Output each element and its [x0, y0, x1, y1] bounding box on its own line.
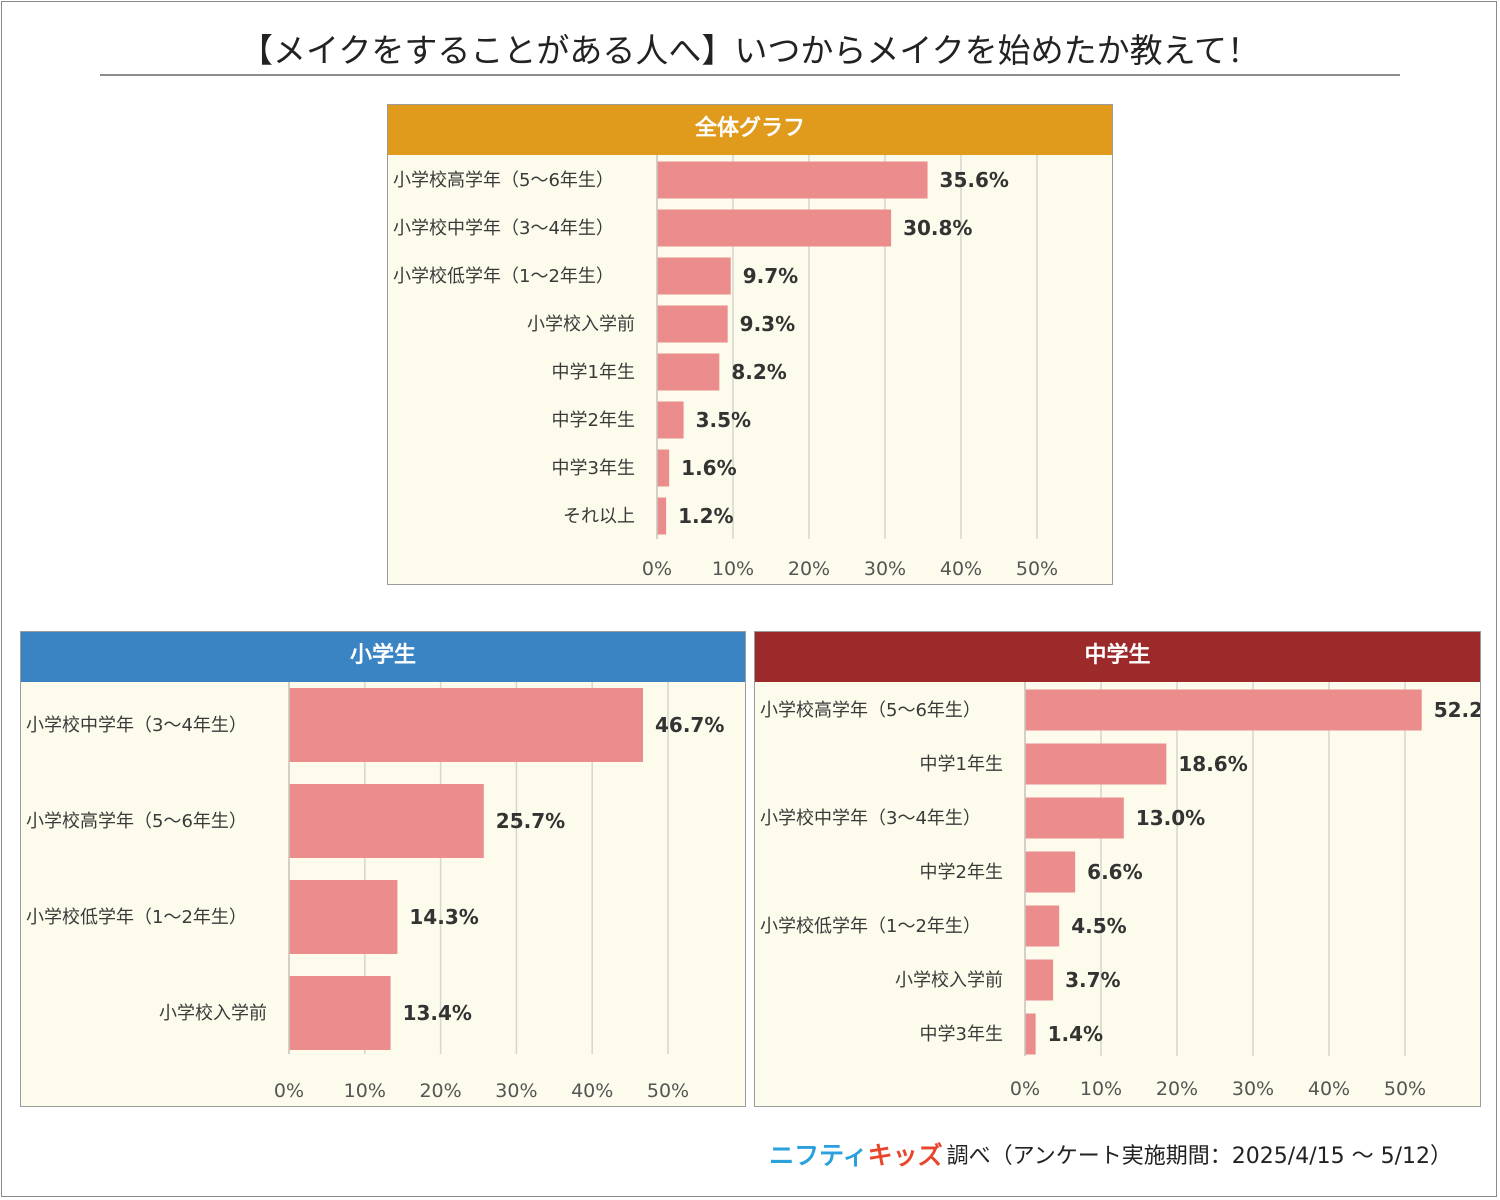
- category-label: 中学1年生: [552, 362, 635, 383]
- x-tick-label: 0%: [1010, 1078, 1040, 1100]
- x-tick-label: 20%: [788, 558, 830, 580]
- junior-high-chart-title: 中学生: [755, 632, 1480, 682]
- bar: [657, 497, 667, 535]
- x-tick-label: 10%: [1080, 1078, 1122, 1100]
- category-label: 小学校高学年（5～6年生）: [393, 170, 614, 191]
- data-label: 9.7%: [743, 264, 798, 288]
- category-label: 小学校入学前: [527, 314, 635, 335]
- bar: [657, 353, 720, 391]
- category-label: 中学2年生: [920, 862, 1003, 883]
- category-label: 中学3年生: [920, 1024, 1003, 1045]
- category-label: 小学校低学年（1～2年生）: [26, 907, 247, 928]
- data-label: 18.6%: [1178, 752, 1247, 776]
- category-label: 小学校中学年（3～4年生）: [760, 808, 981, 829]
- data-label: 46.7%: [655, 713, 724, 737]
- x-tick-label: 0%: [274, 1080, 304, 1102]
- data-label: 6.6%: [1087, 860, 1142, 884]
- category-label: 中学3年生: [552, 458, 635, 479]
- bar: [1025, 959, 1054, 1001]
- x-tick-label: 30%: [864, 558, 906, 580]
- data-label: 3.7%: [1065, 968, 1120, 992]
- data-label: 13.4%: [403, 1001, 472, 1025]
- elementary-chart-panel: 小学生 0% 10% 20% 30% 40% 50% 46.7% 小学校中学年（3～4年生） 2…: [20, 631, 746, 1107]
- data-label: 8.2%: [731, 360, 786, 384]
- bar: [1025, 689, 1422, 731]
- category-label: 小学校入学前: [159, 1003, 267, 1024]
- bar: [289, 688, 643, 762]
- category-label: 小学校中学年（3～4年生）: [393, 218, 614, 239]
- data-label: 14.3%: [409, 905, 478, 929]
- x-tick-label: 10%: [712, 558, 754, 580]
- category-label: 小学校高学年（5～6年生）: [760, 700, 981, 721]
- page-title: 【メイクをすることがある人へ】いつからメイクを始めたか教えて！: [239, 31, 1261, 70]
- bar: [1025, 905, 1060, 947]
- x-tick-label: 40%: [571, 1080, 613, 1102]
- category-label: 中学1年生: [920, 754, 1003, 775]
- bar: [657, 449, 670, 487]
- data-label: 3.5%: [696, 408, 751, 432]
- data-label: 1.2%: [678, 504, 733, 528]
- survey-period-text: 調べ（アンケート実施期間：2025/4/15 ～ 5/12）: [946, 1144, 1452, 1169]
- bar: [1025, 851, 1076, 893]
- category-label: 小学校低学年（1～2年生）: [393, 266, 614, 287]
- junior-high-chart-panel: 中学生 0% 10% 20% 30% 40% 50% 52.2% 小学校高学年（5～6年生） 1…: [754, 631, 1481, 1107]
- bar: [657, 401, 684, 439]
- x-tick-label: 40%: [1308, 1078, 1350, 1100]
- data-label: 30.8%: [903, 216, 972, 240]
- elementary-chart-title: 小学生: [21, 632, 745, 682]
- bar: [289, 784, 484, 858]
- x-tick-label: 50%: [1016, 558, 1058, 580]
- x-tick-label: 0%: [642, 558, 672, 580]
- junior-high-chart-svg: 0% 10% 20% 30% 40% 50% 52.2% 小学校高学年（5～6年生） 18.6%…: [760, 682, 1480, 1100]
- x-tick-label: 50%: [1384, 1078, 1426, 1100]
- footer-credit: ニフティ キッズ 調べ（アンケート実施期間：2025/4/15 ～ 5/12）: [769, 1136, 1452, 1172]
- data-label: 35.6%: [940, 168, 1009, 192]
- overall-chart-svg: 0% 10% 20% 30% 40% 50% 35.6% 小学校高学年（5～6年生） 30.8%…: [393, 155, 1058, 580]
- bar: [657, 257, 731, 295]
- data-label: 13.0%: [1136, 806, 1205, 830]
- x-tick-label: 40%: [940, 558, 982, 580]
- data-label: 9.3%: [740, 312, 795, 336]
- bar: [657, 209, 892, 247]
- title-divider: [100, 74, 1400, 76]
- logo-text-kids: キッズ: [867, 1141, 943, 1170]
- category-label: 小学校入学前: [895, 970, 1003, 991]
- bar: [657, 305, 728, 343]
- bar: [1025, 743, 1167, 785]
- x-tick-label: 50%: [647, 1080, 689, 1102]
- overall-chart-title: 全体グラフ: [388, 105, 1112, 155]
- bar: [1025, 797, 1124, 839]
- x-tick-label: 10%: [344, 1080, 386, 1102]
- elementary-chart-svg: 0% 10% 20% 30% 40% 50% 46.7% 小学校中学年（3～4年生） 25.7%…: [26, 682, 724, 1102]
- data-label: 52.2%: [1434, 698, 1480, 722]
- category-label: それ以上: [563, 506, 635, 527]
- category-label: 小学校中学年（3～4年生）: [26, 715, 247, 736]
- category-label: 小学校高学年（5～6年生）: [26, 811, 247, 832]
- data-label: 4.5%: [1071, 914, 1126, 938]
- data-label: 25.7%: [496, 809, 565, 833]
- bar: [289, 976, 391, 1050]
- overall-chart-panel: 全体グラフ 0% 10% 20% 30% 40% 50% 35.6% 小学校高学年（5～6年生…: [387, 104, 1113, 585]
- bar: [657, 161, 928, 199]
- x-tick-label: 30%: [495, 1080, 537, 1102]
- category-label: 小学校低学年（1～2年生）: [760, 916, 981, 937]
- data-label: 1.4%: [1048, 1022, 1103, 1046]
- category-label: 中学2年生: [552, 410, 635, 431]
- logo-text-nifty: ニフティ: [769, 1141, 868, 1170]
- x-tick-label: 20%: [1156, 1078, 1198, 1100]
- bar: [1025, 1013, 1036, 1055]
- x-tick-label: 20%: [419, 1080, 461, 1102]
- data-label: 1.6%: [681, 456, 736, 480]
- bar: [289, 880, 398, 954]
- x-tick-label: 30%: [1232, 1078, 1274, 1100]
